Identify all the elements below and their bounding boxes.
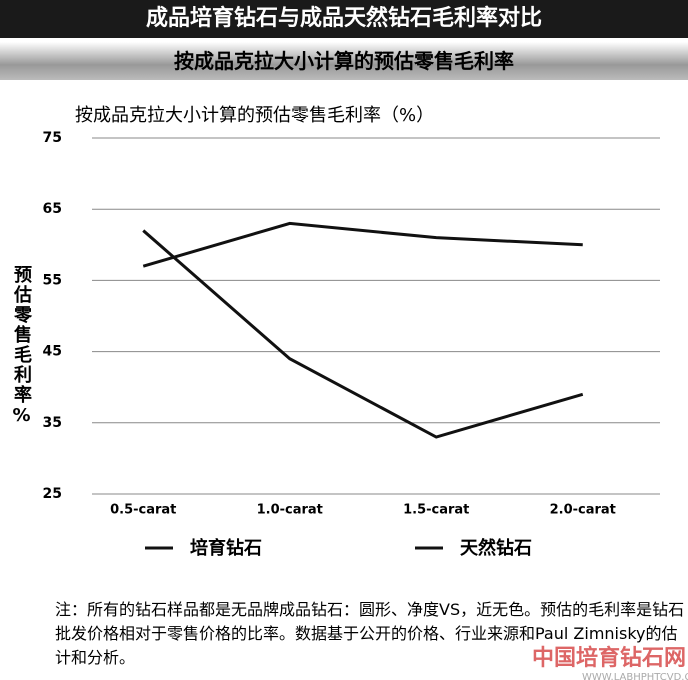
title: 成品培育钻石与成品天然钻石毛利率对比: [0, 0, 688, 38]
x-tick-label: 0.5-carat: [110, 503, 176, 518]
chart-title: 按成品克拉大小计算的预估零售毛利率（%）: [75, 105, 434, 126]
note: 注：所有的钻石样品都是无品牌成品钻石：圆形、净度VS，近无色。预估的毛利率是钻石…: [55, 600, 685, 667]
y-tick-label: 55: [43, 272, 62, 288]
y-tick-label: 35: [43, 415, 62, 431]
legend-label: 培育钻石: [190, 537, 262, 559]
y-tick-label: 45: [43, 344, 62, 360]
x-tick-label: 1.0-carat: [257, 503, 323, 518]
x-tick-label: 1.5-carat: [403, 503, 469, 518]
x-tick-label: 2.0-carat: [550, 503, 616, 518]
line: [142, 229, 584, 439]
subtitle: 按成品克拉大小计算的预估零售毛利率: [0, 42, 688, 80]
y-axis-label: 预估零售毛利率%: [11, 265, 32, 428]
y-tick-label: 75: [43, 130, 62, 146]
y-tick-label: 25: [43, 486, 62, 502]
legend-label: 天然钻石: [460, 537, 532, 559]
line: [142, 221, 583, 268]
watermark-url: WWW.LABHPHTCVD.COM: [582, 672, 688, 680]
watermark-name: 中国培育钻石网: [532, 646, 687, 671]
y-tick-label: 65: [43, 201, 62, 217]
